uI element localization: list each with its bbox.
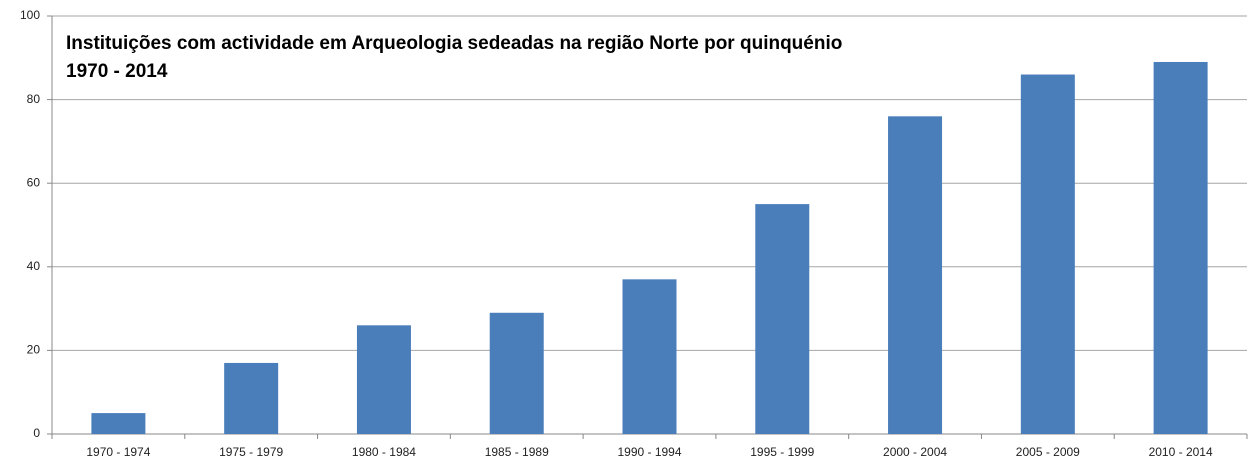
x-tick-label: 2010 - 2014 [1149, 445, 1213, 459]
x-tick-label: 1970 - 1974 [86, 445, 150, 459]
bar [888, 116, 943, 434]
bar [356, 325, 411, 434]
x-tick-label: 1985 - 1989 [485, 445, 549, 459]
y-tick-label: 20 [27, 343, 41, 357]
bar [489, 312, 544, 434]
x-tick-label: 1975 - 1979 [219, 445, 283, 459]
x-tick-label: 1980 - 1984 [352, 445, 416, 459]
x-tick-label: 1995 - 1999 [750, 445, 814, 459]
bar [622, 279, 677, 434]
x-tick-label: 1990 - 1994 [617, 445, 681, 459]
y-tick-label: 40 [27, 259, 41, 273]
chart-title: Instituições com actividade em Arqueolog… [66, 33, 842, 54]
y-tick-label: 80 [27, 92, 41, 106]
y-tick-label: 100 [20, 8, 40, 22]
chart-subtitle: 1970 - 2014 [66, 61, 168, 82]
bar [91, 413, 146, 434]
y-tick-label: 60 [27, 175, 41, 189]
bar [755, 204, 810, 434]
x-tick-label: 2000 - 2004 [883, 445, 947, 459]
bar [224, 362, 279, 434]
y-tick-label: 0 [33, 426, 40, 440]
bar [1020, 74, 1075, 435]
bar [1153, 61, 1208, 434]
x-tick-label: 2005 - 2009 [1016, 445, 1080, 459]
